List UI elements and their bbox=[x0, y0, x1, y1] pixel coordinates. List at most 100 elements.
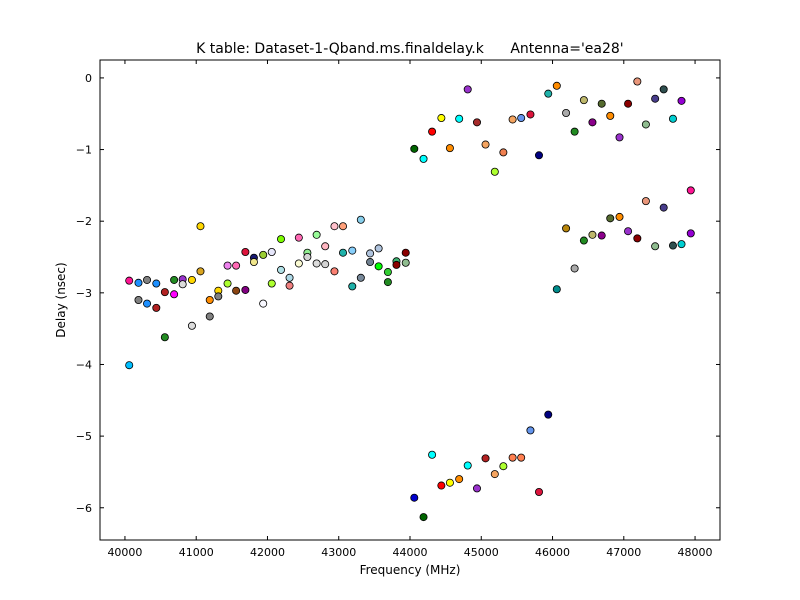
data-point bbox=[463, 461, 472, 470]
data-point bbox=[526, 110, 535, 119]
data-point bbox=[597, 99, 606, 108]
data-point bbox=[490, 470, 499, 479]
data-point bbox=[445, 144, 454, 153]
data-point bbox=[428, 450, 437, 459]
data-point bbox=[241, 247, 250, 256]
data-point bbox=[641, 120, 650, 129]
data-point bbox=[508, 453, 517, 462]
data-point bbox=[677, 96, 686, 105]
x-tick-label: 43000 bbox=[321, 546, 356, 559]
data-point bbox=[544, 410, 553, 419]
data-point bbox=[455, 114, 464, 123]
points-layer bbox=[125, 77, 695, 522]
data-point bbox=[374, 244, 383, 253]
data-point bbox=[624, 99, 633, 108]
data-point bbox=[588, 230, 597, 239]
data-point bbox=[659, 85, 668, 94]
data-point bbox=[668, 114, 677, 123]
data-point bbox=[686, 229, 695, 238]
data-point bbox=[366, 258, 375, 267]
data-point bbox=[544, 89, 553, 98]
data-point bbox=[374, 262, 383, 271]
data-point bbox=[125, 361, 134, 370]
data-point bbox=[339, 248, 348, 257]
data-point bbox=[152, 303, 161, 312]
data-point bbox=[481, 454, 490, 463]
x-tick-label: 41000 bbox=[179, 546, 214, 559]
data-point bbox=[445, 478, 454, 487]
x-tick-label: 45000 bbox=[464, 546, 499, 559]
data-point bbox=[570, 264, 579, 273]
data-point bbox=[232, 261, 241, 270]
data-point bbox=[330, 222, 339, 231]
data-point bbox=[356, 215, 365, 224]
data-point bbox=[366, 249, 375, 258]
data-point bbox=[419, 513, 428, 522]
data-point bbox=[214, 292, 223, 301]
data-point bbox=[455, 475, 464, 484]
data-point bbox=[651, 94, 660, 103]
data-point bbox=[668, 241, 677, 250]
data-point bbox=[143, 275, 152, 284]
data-point bbox=[651, 242, 660, 251]
data-point bbox=[285, 273, 294, 282]
data-point bbox=[259, 299, 268, 308]
data-point bbox=[508, 115, 517, 124]
data-point bbox=[534, 151, 543, 160]
data-point bbox=[490, 167, 499, 176]
data-point bbox=[312, 230, 321, 239]
data-point bbox=[437, 481, 446, 490]
data-point bbox=[552, 81, 561, 90]
data-point bbox=[267, 247, 276, 256]
data-point bbox=[481, 140, 490, 149]
data-point bbox=[312, 259, 321, 268]
data-point bbox=[570, 127, 579, 136]
data-point bbox=[187, 275, 196, 284]
data-point bbox=[267, 279, 276, 288]
data-point bbox=[125, 276, 134, 285]
data-point bbox=[348, 282, 357, 291]
data-point bbox=[499, 462, 508, 471]
data-point bbox=[294, 259, 303, 268]
data-point bbox=[383, 268, 392, 277]
data-point bbox=[160, 333, 169, 342]
data-point bbox=[223, 279, 232, 288]
data-point bbox=[597, 231, 606, 240]
data-point bbox=[472, 484, 481, 493]
data-point bbox=[641, 197, 650, 206]
data-point bbox=[552, 285, 561, 294]
data-point bbox=[562, 224, 571, 233]
data-point bbox=[383, 278, 392, 287]
data-point bbox=[134, 295, 143, 304]
data-point bbox=[170, 290, 179, 299]
data-point bbox=[187, 321, 196, 330]
data-point bbox=[633, 77, 642, 86]
data-point bbox=[321, 242, 330, 251]
data-point bbox=[170, 275, 179, 284]
data-point bbox=[437, 114, 446, 123]
data-point bbox=[330, 267, 339, 276]
data-point bbox=[196, 222, 205, 231]
data-point bbox=[232, 286, 241, 295]
data-point bbox=[303, 253, 312, 262]
data-point bbox=[285, 281, 294, 290]
x-tick-label: 42000 bbox=[250, 546, 285, 559]
x-tick-label: 44000 bbox=[393, 546, 428, 559]
y-tick-label: −1 bbox=[76, 144, 92, 157]
x-tick-label: 48000 bbox=[678, 546, 713, 559]
x-tick-label: 46000 bbox=[535, 546, 570, 559]
data-point bbox=[633, 234, 642, 243]
y-tick-label: −4 bbox=[76, 358, 92, 371]
chart-title: K table: Dataset-1-Qband.ms.finaldelay.k bbox=[196, 41, 485, 57]
data-point bbox=[419, 154, 428, 163]
data-point bbox=[401, 258, 410, 267]
data-point bbox=[463, 85, 472, 94]
y-tick-label: −5 bbox=[76, 430, 92, 443]
data-point bbox=[160, 288, 169, 297]
data-point bbox=[249, 258, 258, 267]
data-point bbox=[348, 246, 357, 255]
y-axis-label: Delay (nsec) bbox=[54, 262, 68, 337]
data-point bbox=[277, 235, 286, 244]
data-point bbox=[339, 222, 348, 231]
